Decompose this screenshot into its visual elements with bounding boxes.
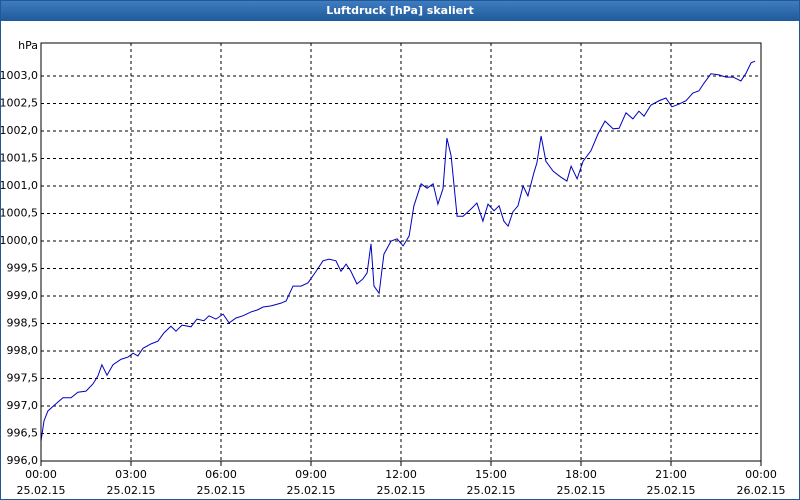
x-tick-label: 06:00 bbox=[205, 468, 237, 481]
x-tick-date: 25.02.15 bbox=[647, 484, 696, 497]
y-tick-label: 1000,5 bbox=[1, 207, 38, 220]
x-tick-label: 12:00 bbox=[385, 468, 417, 481]
x-tick-label: 00:00 bbox=[25, 468, 57, 481]
title-bar: Luftdruck [hPa] skaliert bbox=[1, 1, 799, 21]
y-tick-label: 996,5 bbox=[7, 427, 39, 440]
y-tick-label: 1001,0 bbox=[1, 179, 38, 192]
x-tick-label: 18:00 bbox=[565, 468, 597, 481]
chart: 996,0 996,5 997,0 997,5 998,0 998,5 999,0 999,5… bbox=[1, 39, 786, 497]
y-tick-label: 1003,0 bbox=[1, 69, 38, 82]
x-tick-label: 21:00 bbox=[655, 468, 687, 481]
x-tick-label: 00:00 bbox=[745, 468, 777, 481]
y-tick-label: 998,5 bbox=[7, 317, 39, 330]
x-tick-label: 09:00 bbox=[295, 468, 327, 481]
y-tick-label: 997,0 bbox=[7, 399, 39, 412]
x-tick-date: 25.02.15 bbox=[467, 484, 516, 497]
x-tick-label: 03:00 bbox=[115, 468, 147, 481]
y-tick-label: 1001,5 bbox=[1, 152, 38, 165]
y-tick-label: 997,5 bbox=[7, 372, 39, 385]
y-tick-label: 1002,5 bbox=[1, 97, 38, 110]
y-tick-label: 996,0 bbox=[7, 454, 39, 467]
x-tick-label: 15:00 bbox=[475, 468, 507, 481]
x-tick-date: 25.02.15 bbox=[197, 484, 246, 497]
line bbox=[40, 60, 756, 442]
y-tick-label: 1002,0 bbox=[1, 124, 38, 137]
y-tick-label: 999,5 bbox=[7, 262, 39, 275]
x-tick-date: 25.02.15 bbox=[17, 484, 66, 497]
x-tick-date: 25.02.15 bbox=[557, 484, 606, 497]
y-axis-label: hPa bbox=[18, 39, 38, 52]
x-tick-date: 26.02.15 bbox=[737, 484, 786, 497]
x-tick-date: 25.02.15 bbox=[287, 484, 336, 497]
y-tick-label: 1000,0 bbox=[1, 234, 38, 247]
x-tick-date: 25.02.15 bbox=[377, 484, 426, 497]
y-tick-label: 998,0 bbox=[7, 344, 39, 357]
x-tick-date: 25.02.15 bbox=[107, 484, 156, 497]
y-tick-label: 999,0 bbox=[7, 289, 39, 302]
plot-border bbox=[40, 42, 762, 462]
